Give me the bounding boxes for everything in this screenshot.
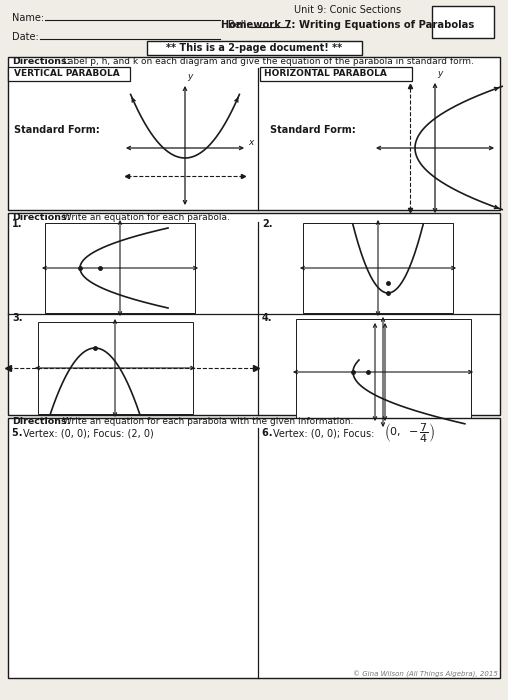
Text: ** This is a 2-page document! **: ** This is a 2-page document! ** <box>166 43 342 53</box>
Bar <box>8 418 500 678</box>
Text: Directions:: Directions: <box>12 417 71 426</box>
Text: Vertex: (0, 0); Focus:: Vertex: (0, 0); Focus: <box>273 428 377 438</box>
Bar <box>296 319 471 424</box>
Text: Standard Form:: Standard Form: <box>14 125 100 135</box>
Bar <box>45 223 195 313</box>
Text: Bell:: Bell: <box>228 20 249 30</box>
Text: Label p, h, and k on each diagram and give the equation of the parabola in stand: Label p, h, and k on each diagram and gi… <box>60 57 474 66</box>
Text: VERTICAL PARABOLA: VERTICAL PARABOLA <box>14 69 120 78</box>
Text: 3.: 3. <box>12 313 22 323</box>
Text: $\left(0,\ -\dfrac{7}{4}\right)$: $\left(0,\ -\dfrac{7}{4}\right)$ <box>384 421 435 444</box>
Bar <box>8 67 130 81</box>
Text: Homework 7: Writing Equations of Parabolas: Homework 7: Writing Equations of Parabol… <box>221 20 474 30</box>
Text: Unit 9: Conic Sections: Unit 9: Conic Sections <box>295 5 401 15</box>
Text: Directions:: Directions: <box>12 213 71 221</box>
Text: y: y <box>437 69 442 78</box>
Bar <box>260 67 412 81</box>
Text: © Gina Wilson (All Things Algebra), 2015: © Gina Wilson (All Things Algebra), 2015 <box>353 671 498 678</box>
Text: Write an equation for each parabola.: Write an equation for each parabola. <box>60 213 230 221</box>
Text: 2.: 2. <box>262 219 272 229</box>
Bar <box>8 213 500 415</box>
Bar <box>8 57 500 210</box>
Text: Standard Form:: Standard Form: <box>270 125 356 135</box>
Text: 6.: 6. <box>262 428 276 438</box>
Text: 5.: 5. <box>12 428 26 438</box>
Text: 4.: 4. <box>262 313 272 323</box>
Bar <box>303 223 453 313</box>
Text: y: y <box>187 72 193 81</box>
Bar <box>146 41 362 55</box>
Text: Directions:: Directions: <box>12 57 71 66</box>
Text: Name:: Name: <box>12 13 44 23</box>
Text: Date:: Date: <box>12 32 39 42</box>
Text: x: x <box>248 138 253 147</box>
Text: Write an equation for each parabola with the given information.: Write an equation for each parabola with… <box>60 417 354 426</box>
Bar <box>432 6 494 38</box>
Bar <box>38 322 193 414</box>
Text: Vertex: (0, 0); Focus: (2, 0): Vertex: (0, 0); Focus: (2, 0) <box>23 428 154 438</box>
Text: HORIZONTAL PARABOLA: HORIZONTAL PARABOLA <box>264 69 387 78</box>
Text: 1.: 1. <box>12 219 22 229</box>
